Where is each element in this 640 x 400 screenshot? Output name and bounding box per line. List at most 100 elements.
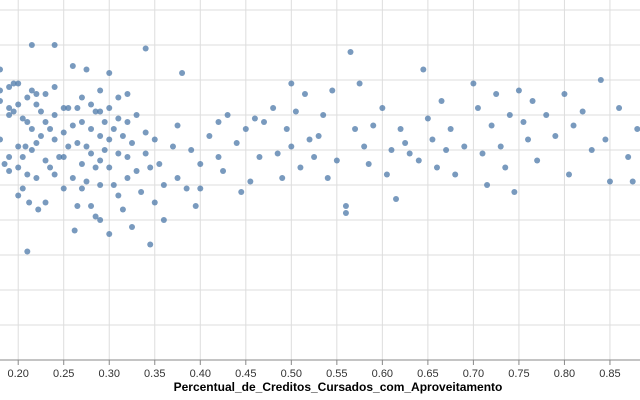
data-point: [37, 108, 44, 115]
data-point: [297, 164, 304, 171]
data-point: [106, 136, 113, 143]
data-point: [525, 136, 532, 143]
data-point: [292, 108, 299, 115]
data-point: [60, 185, 67, 192]
data-point: [602, 136, 609, 143]
data-point: [19, 115, 26, 122]
data-point: [1, 161, 8, 167]
data-point: [438, 98, 445, 104]
data-point: [238, 189, 245, 195]
data-point: [97, 87, 104, 94]
data-point: [447, 126, 454, 132]
data-point: [28, 126, 35, 132]
data-point: [88, 101, 95, 108]
data-point: [28, 87, 35, 94]
data-point: [15, 164, 22, 171]
data-point: [33, 140, 40, 146]
data-point: [106, 105, 113, 111]
data-point: [24, 94, 31, 101]
x-tick-label: 0.60: [372, 368, 393, 380]
data-point: [625, 154, 632, 160]
data-point: [552, 133, 559, 139]
data-point: [6, 84, 13, 90]
data-point: [42, 119, 49, 125]
x-tick-label: 0.25: [53, 368, 74, 380]
data-point: [606, 178, 613, 185]
data-point: [251, 115, 258, 122]
data-point: [97, 217, 104, 223]
data-point: [406, 150, 413, 157]
data-point: [97, 157, 104, 164]
data-point: [110, 126, 117, 132]
data-point: [28, 147, 35, 153]
x-tick-label: 0.65: [417, 368, 438, 380]
data-point: [151, 136, 158, 143]
data-point: [502, 164, 509, 171]
data-point: [197, 185, 204, 192]
data-point: [47, 164, 54, 171]
data-point: [19, 185, 26, 192]
data-point: [142, 150, 149, 157]
data-point: [147, 241, 154, 248]
x-tick-label: 0.85: [599, 368, 620, 380]
data-point: [634, 126, 640, 132]
data-point: [6, 168, 13, 174]
data-point: [288, 80, 295, 87]
data-point: [101, 119, 108, 125]
data-point: [97, 182, 104, 188]
x-axis-title: Percentual_de_Creditos_Cursados_com_Apro…: [174, 380, 503, 394]
data-point: [101, 147, 108, 153]
data-point: [24, 171, 31, 178]
data-point: [78, 94, 85, 101]
data-point: [142, 129, 149, 136]
data-point: [616, 105, 623, 111]
data-point: [115, 150, 122, 157]
data-point: [311, 154, 318, 160]
data-point: [233, 140, 240, 146]
data-point: [37, 133, 44, 139]
data-point: [60, 105, 67, 111]
x-tick-label: 0.80: [554, 368, 575, 380]
data-point: [484, 182, 491, 188]
data-point: [6, 154, 13, 160]
data-point: [433, 164, 440, 171]
data-point: [511, 189, 518, 195]
data-point: [24, 119, 31, 125]
data-point: [24, 248, 31, 255]
data-point: [19, 154, 26, 160]
data-point: [534, 157, 541, 164]
data-point: [47, 126, 54, 132]
data-point: [124, 91, 131, 97]
data-point: [0, 66, 3, 73]
data-point: [74, 203, 81, 209]
data-point: [488, 122, 495, 129]
data-point: [51, 136, 58, 143]
data-point: [115, 94, 122, 101]
data-point: [115, 192, 122, 199]
data-point: [224, 112, 231, 118]
data-point: [88, 150, 95, 157]
data-point: [56, 154, 63, 160]
data-point: [106, 164, 113, 171]
data-point: [69, 175, 76, 181]
data-point: [15, 101, 22, 108]
data-point: [342, 203, 349, 209]
data-point: [15, 80, 22, 87]
x-tick-label: 0.40: [190, 368, 211, 380]
data-point: [352, 126, 359, 132]
data-point: [402, 140, 409, 146]
data-point: [315, 133, 322, 139]
data-point: [529, 98, 536, 104]
data-point: [129, 224, 136, 230]
data-point: [0, 98, 3, 104]
data-point: [42, 157, 49, 164]
data-point: [365, 161, 372, 167]
data-point: [443, 147, 450, 153]
data-point: [71, 227, 78, 234]
data-point: [97, 108, 104, 115]
data-point: [306, 136, 313, 143]
data-point: [515, 87, 522, 94]
data-point: [197, 161, 204, 167]
data-point: [78, 161, 85, 167]
data-point: [124, 119, 131, 125]
